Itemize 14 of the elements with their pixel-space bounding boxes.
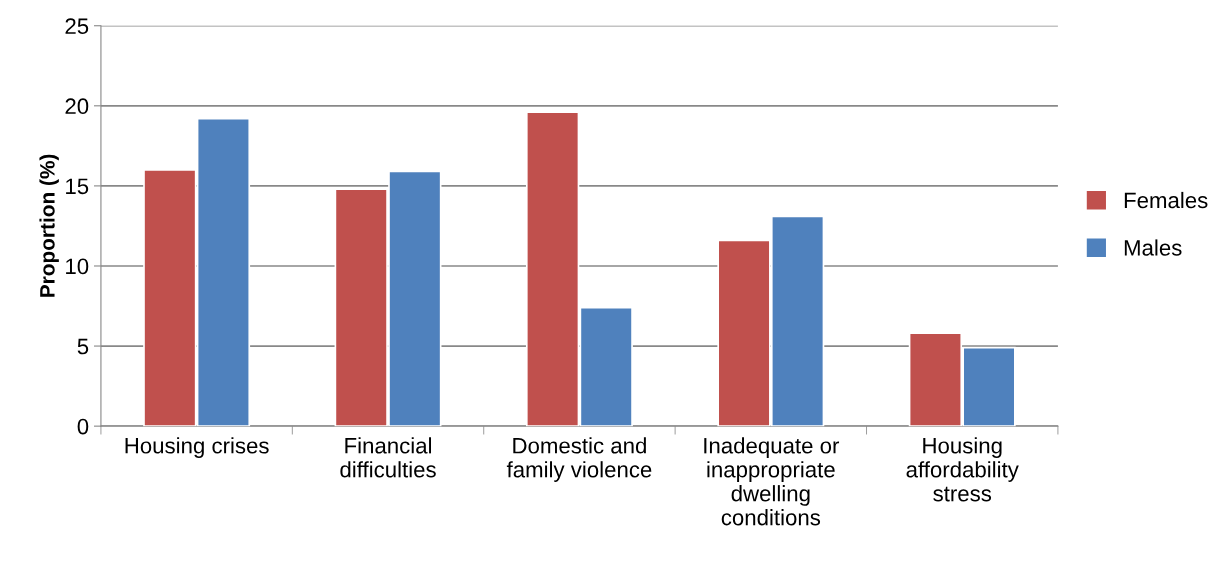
- x-tick-label: Inadequate or inappropriate dwelling conditions: [704, 437, 840, 526]
- legend-label: Females: [1124, 191, 1208, 209]
- y-axis-title: Proportion (%): [39, 154, 59, 297]
- x-tick-label: Domestic and family violence: [506, 437, 652, 482]
- y-tick-label: 25: [65, 18, 89, 35]
- y-tick-label: 5: [77, 338, 89, 355]
- y-tick-label: 0: [77, 418, 89, 435]
- x-tick-label: Financial difficulties: [340, 437, 436, 478]
- x-tick-label: Housing affordability stress: [906, 437, 1019, 502]
- x-tick-label: Housing crises: [125, 437, 269, 458]
- legend-label: Males: [1124, 239, 1182, 256]
- y-tick-label: 15: [66, 178, 89, 195]
- y-tick-label: 20: [65, 98, 89, 115]
- y-tick-label: 10: [66, 258, 89, 275]
